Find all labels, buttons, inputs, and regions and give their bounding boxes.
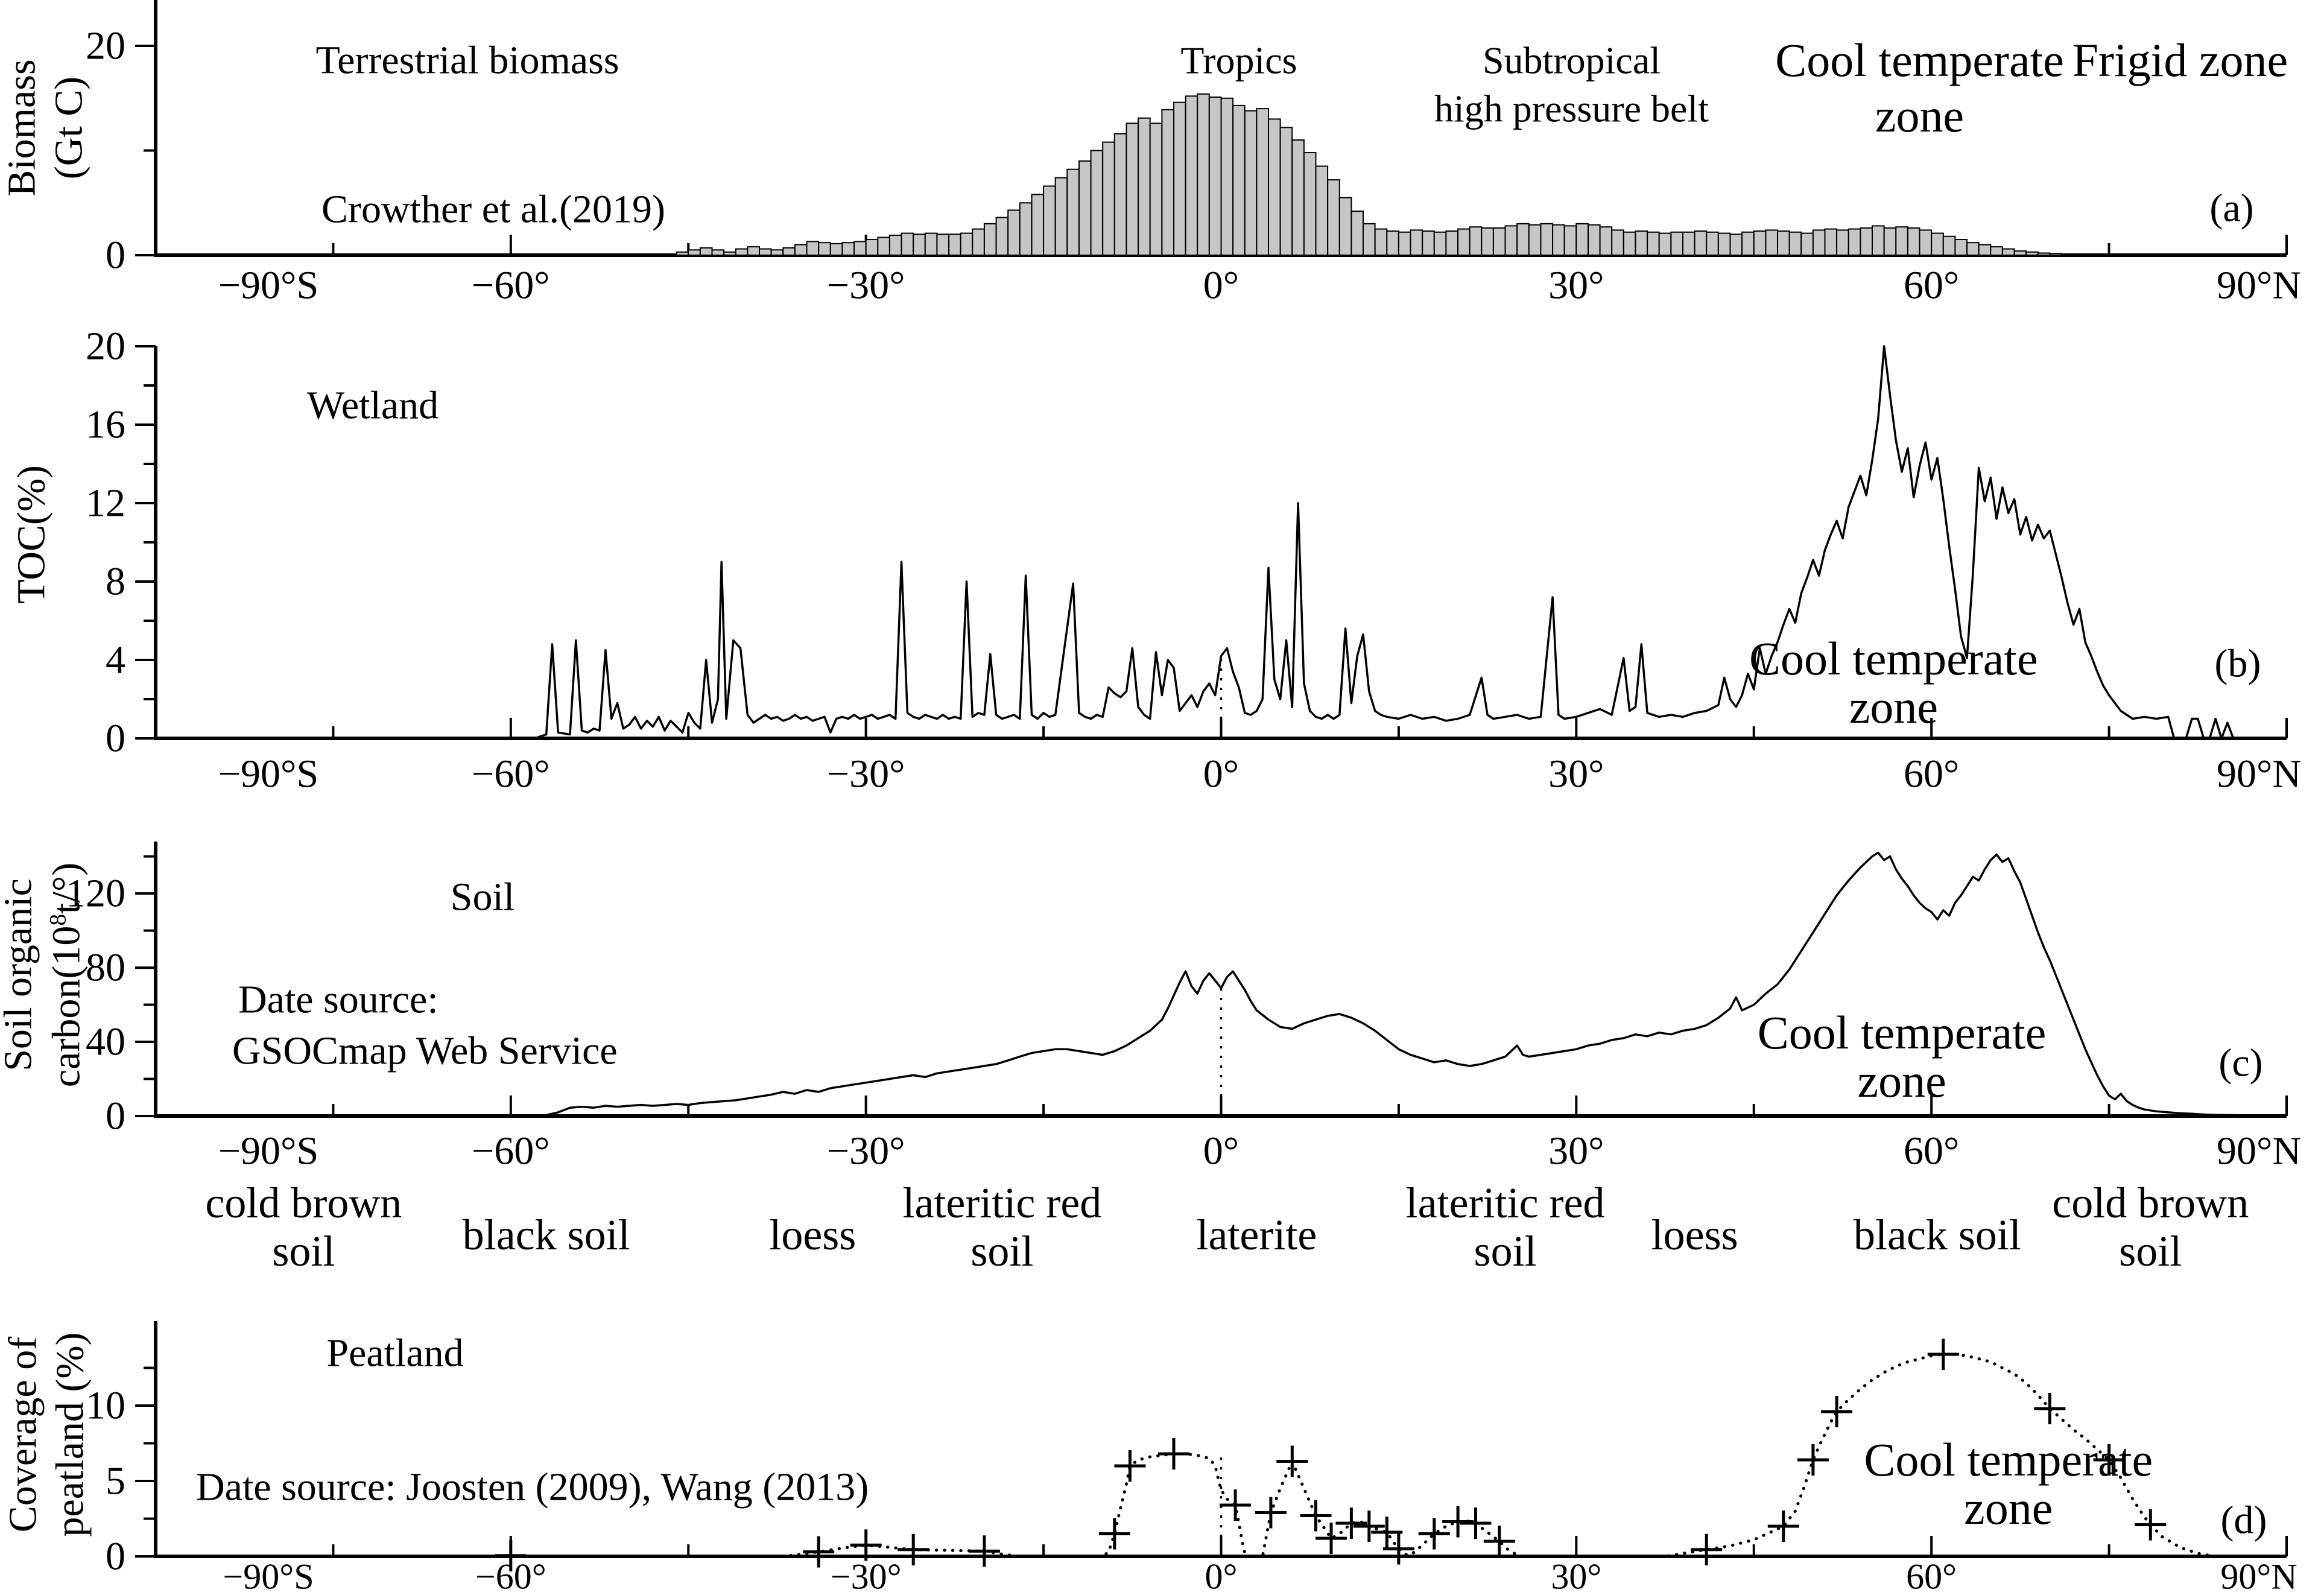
peatland-plus-markers xyxy=(495,1339,2167,1571)
soil-belt-label: soil xyxy=(2119,1227,2182,1276)
panel-d-x-tick-label: 60° xyxy=(1906,1556,1957,1595)
panel-a-zone-label: Cool temperate xyxy=(1775,33,2064,86)
panel-d-y-tick-label: 10 xyxy=(86,1383,125,1428)
panel-c-y-tick-label: 0 xyxy=(106,1094,125,1138)
panel-c-source-line2: GSOCmap Web Service xyxy=(232,1029,618,1073)
panel-c-data-line xyxy=(156,851,2287,1117)
panel-d-x-tick-label: 0° xyxy=(1205,1556,1238,1595)
panel-c-x-tick-label: 30° xyxy=(1548,1129,1604,1173)
panel-b-x-tick-label: −90°S xyxy=(218,752,319,796)
panel-b-x-tick-label: 30° xyxy=(1548,752,1604,796)
panel-b-ylabel: TOC(%) xyxy=(9,465,54,604)
panel-b-x-tick-label: −30° xyxy=(826,752,905,796)
panel-c-y-tick-label: 40 xyxy=(86,1019,125,1064)
panel-d-y-tick-label: 0 xyxy=(106,1534,125,1579)
panel-c-x-tick-label: 90°N xyxy=(2216,1129,2302,1173)
soil-belt-label: cold brown xyxy=(205,1179,402,1228)
panel-c-letter: (c) xyxy=(2218,1041,2263,1085)
panel-c-x-tick-label: −60° xyxy=(472,1129,550,1173)
panel-b-y-tick-label: 16 xyxy=(86,402,125,447)
panel-a-ylabel-line2: (Gt C) xyxy=(46,76,91,180)
soil-belt-label: soil xyxy=(1474,1227,1537,1276)
panel-a-zone-label: Frigid zone xyxy=(2072,33,2288,86)
panel-a-x-tick-label: 30° xyxy=(1548,263,1604,308)
panel-b-x-tick-label: 90°N xyxy=(2216,752,2302,796)
soil-belt-label: soil xyxy=(970,1227,1034,1276)
panel-d-data-line xyxy=(154,1352,2288,1558)
panel-d-title: Peatland xyxy=(326,1331,464,1375)
panel-b-x-tick-label: 60° xyxy=(1903,752,1960,796)
panel-b-zone-label: Cool temperate xyxy=(1749,632,2038,685)
panel-b-y-tick-label: 4 xyxy=(106,638,125,682)
panel-a-x-tick-label: −60° xyxy=(472,263,550,308)
panel-b-y-tick-label: 12 xyxy=(86,481,125,525)
panel-b-x-tick-label: −60° xyxy=(472,752,550,796)
panel-d-x-tick-label: 30° xyxy=(1551,1556,1602,1595)
panel-c-zone-label: zone xyxy=(1857,1054,1946,1107)
panel-a-zone-label: Subtropical xyxy=(1482,39,1661,82)
panel-d-source: Date source: Joosten (2009), Wang (2013) xyxy=(196,1465,869,1509)
panel-b-zone-label: zone xyxy=(1849,680,1938,733)
panel-a-ylabel-line1: Biomass xyxy=(0,59,44,197)
panel-a-x-tick-label: −90°S xyxy=(218,263,319,308)
panel-a-x-tick-label: 60° xyxy=(1903,263,1960,308)
panel-b-y-tick-label: 8 xyxy=(106,559,125,604)
panel-a-x-tick-label: −30° xyxy=(826,263,905,308)
panel-a-title: Terrestrial biomass xyxy=(315,38,619,83)
panel-b-title: Wetland xyxy=(306,383,439,428)
panel-c-title: Soil xyxy=(450,875,515,919)
panel-c-x-tick-label: −30° xyxy=(826,1129,905,1173)
panel-a-y-tick-label: 0 xyxy=(106,233,125,277)
panel-b-y-tick-label: 0 xyxy=(106,716,125,761)
panel-d-letter: (d) xyxy=(2220,1498,2267,1543)
soil-belt-label: lateritic red xyxy=(1405,1179,1605,1228)
panel-d-ylabel-line1: Coverage of xyxy=(1,1336,45,1533)
panel-d-x-tick-label: −60° xyxy=(475,1556,546,1595)
soil-belt-label: black soil xyxy=(462,1211,630,1260)
soil-belt-label: laterite xyxy=(1196,1211,1317,1260)
panel-b-data-line xyxy=(156,345,2287,740)
panel-a-zone-label: zone xyxy=(1875,89,1965,142)
panel-d-y-tick-label: 5 xyxy=(106,1459,125,1503)
soil-belt-label: loess xyxy=(769,1211,856,1260)
panel-a-zone-label: high pressure belt xyxy=(1434,87,1709,130)
panel-d-x-tick-label: −30° xyxy=(830,1556,902,1595)
panel-a-x-tick-label: 90°N xyxy=(2216,263,2302,308)
panel-a-zone-label: Tropics xyxy=(1180,39,1297,82)
panel-c-ylabel-line2: carbon(108t/°) xyxy=(44,862,89,1088)
panel-d-x-tick-label: 90°N xyxy=(2220,1556,2297,1595)
panel-d-zone-label: zone xyxy=(1964,1481,2053,1534)
soil-belt-label: soil xyxy=(272,1227,335,1276)
panel-c-source-line1: Date source: xyxy=(238,977,439,1022)
biomass-bars-series xyxy=(676,93,2074,256)
soil-belt-label: lateritic red xyxy=(902,1179,1102,1228)
soil-belt-label: black soil xyxy=(1853,1211,2021,1260)
panel-a-letter: (a) xyxy=(2209,186,2254,230)
soil-belt-label: cold brown xyxy=(2052,1179,2249,1228)
panel-c-zone-label: Cool temperate xyxy=(1757,1006,2047,1059)
panel-b-x-tick-label: 0° xyxy=(1203,752,1240,796)
panel-a-y-tick-label: 20 xyxy=(86,24,125,68)
panel-b-y-tick-label: 20 xyxy=(86,324,125,369)
panel-d-ylabel-line2: peatland (%) xyxy=(48,1332,92,1537)
panel-c-x-tick-label: 60° xyxy=(1903,1129,1960,1173)
panel-a-x-tick-label: 0° xyxy=(1203,263,1240,308)
panel-b-letter: (b) xyxy=(2214,641,2261,686)
panel-c-ylabel-line1: Soil organic xyxy=(0,878,40,1071)
panel-a-source: Crowther et al.(2019) xyxy=(321,187,665,232)
panel-d-x-tick-label: −90°S xyxy=(223,1556,314,1595)
panel-c-x-tick-label: −90°S xyxy=(218,1129,319,1173)
panel-c-y-tick-label: 80 xyxy=(86,945,125,990)
panel-d-zone-label: Cool temperate xyxy=(1864,1433,2153,1486)
panel-c-y-tick-label: 120 xyxy=(66,871,125,916)
panel-c-x-tick-label: 0° xyxy=(1203,1129,1240,1173)
soil-belt-label: loess xyxy=(1651,1211,1738,1260)
